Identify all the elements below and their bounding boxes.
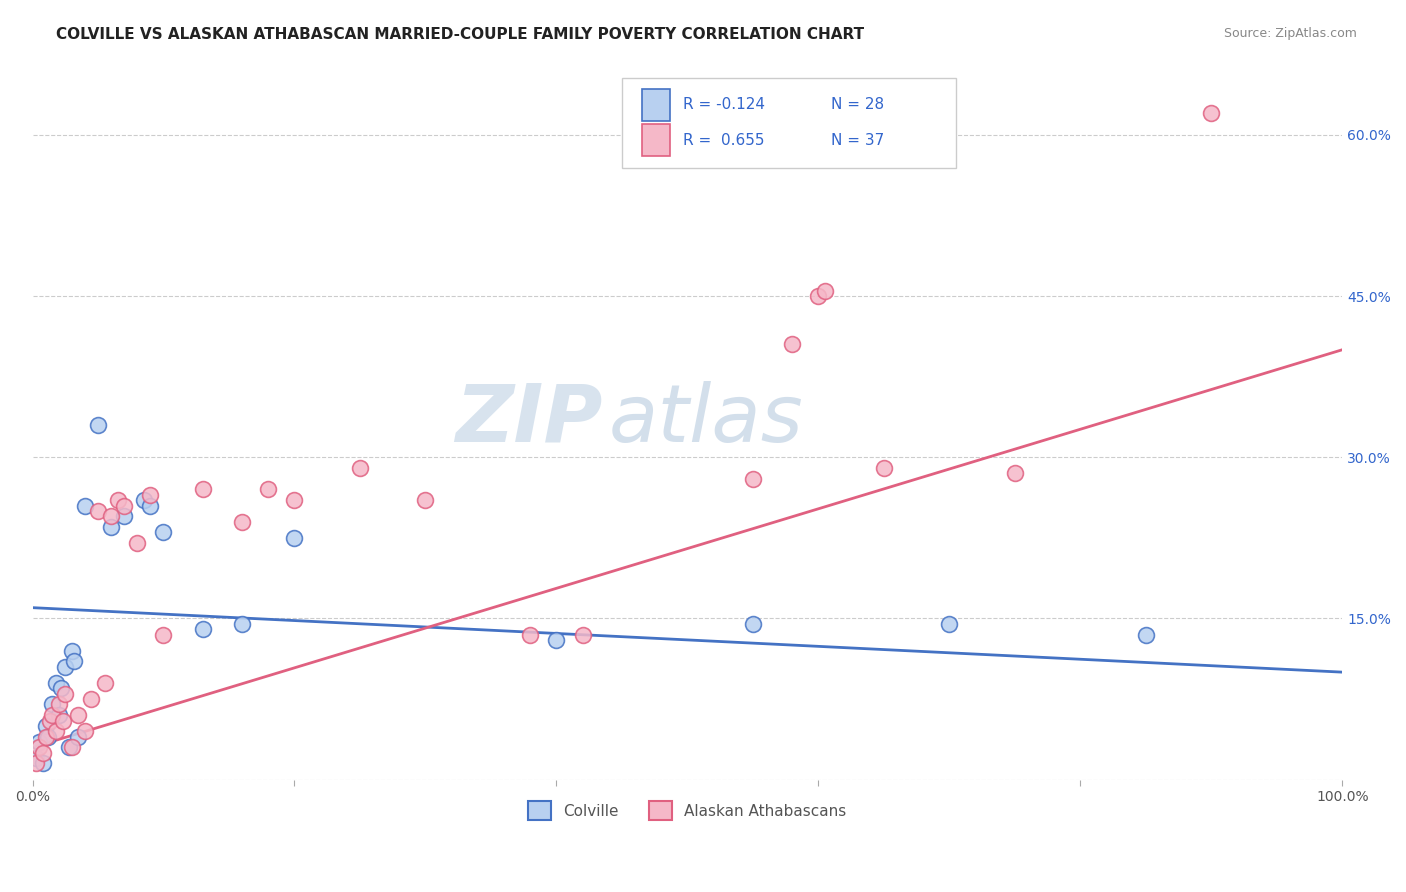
Text: N = 28: N = 28: [831, 97, 884, 112]
Point: [41, 708, 63, 723]
Point: [152, 525, 174, 540]
Point: [132, 493, 155, 508]
Point: [257, 483, 280, 497]
Point: [41, 698, 63, 712]
Point: [25, 751, 48, 765]
Point: [58, 740, 80, 755]
Point: [34, 730, 56, 744]
Point: [73, 724, 96, 739]
Point: [80, 692, 103, 706]
Text: Source: ZipAtlas.com: Source: ZipAtlas.com: [1223, 27, 1357, 40]
Point: [38, 714, 60, 728]
Point: [25, 756, 48, 771]
Point: [873, 461, 896, 475]
Text: ZIP: ZIP: [456, 381, 602, 458]
Point: [139, 499, 162, 513]
Point: [741, 616, 763, 631]
Point: [67, 708, 90, 723]
Point: [28, 740, 51, 755]
Point: [152, 627, 174, 641]
Point: [231, 616, 253, 631]
Point: [741, 472, 763, 486]
Point: [938, 616, 960, 631]
Point: [780, 337, 803, 351]
Point: [32, 756, 55, 771]
Point: [87, 417, 110, 432]
Point: [283, 493, 305, 508]
Text: COLVILLE VS ALASKAN ATHABASCAN MARRIED-COUPLE FAMILY POVERTY CORRELATION CHART: COLVILLE VS ALASKAN ATHABASCAN MARRIED-C…: [56, 27, 865, 42]
Point: [51, 681, 73, 696]
Point: [67, 730, 90, 744]
Point: [53, 687, 76, 701]
Point: [107, 493, 129, 508]
Point: [127, 536, 149, 550]
Point: [45, 724, 67, 739]
Point: [807, 289, 830, 303]
Point: [93, 676, 115, 690]
Point: [52, 714, 75, 728]
Text: R = -0.124: R = -0.124: [683, 97, 765, 112]
Point: [1201, 106, 1223, 120]
Point: [283, 531, 305, 545]
FancyBboxPatch shape: [641, 89, 671, 121]
FancyBboxPatch shape: [641, 124, 671, 156]
Point: [60, 643, 83, 657]
Point: [45, 676, 67, 690]
Point: [37, 730, 59, 744]
Point: [112, 509, 135, 524]
Point: [415, 493, 437, 508]
Point: [231, 515, 253, 529]
Point: [112, 499, 135, 513]
Point: [546, 632, 568, 647]
Point: [571, 627, 593, 641]
Text: N = 37: N = 37: [831, 133, 884, 148]
Point: [87, 504, 110, 518]
Point: [32, 746, 55, 760]
Point: [48, 708, 70, 723]
Point: [191, 483, 214, 497]
Point: [60, 740, 83, 755]
Point: [191, 622, 214, 636]
Point: [1135, 627, 1157, 641]
Point: [519, 627, 541, 641]
Point: [53, 659, 76, 673]
Point: [28, 735, 51, 749]
Point: [73, 499, 96, 513]
Point: [814, 284, 837, 298]
Point: [100, 520, 122, 534]
Point: [1004, 467, 1026, 481]
Point: [63, 654, 86, 668]
Point: [100, 509, 122, 524]
Text: R =  0.655: R = 0.655: [683, 133, 765, 148]
Point: [139, 488, 162, 502]
Point: [34, 719, 56, 733]
FancyBboxPatch shape: [621, 78, 956, 168]
Legend: Colville, Alaskan Athabascans: Colville, Alaskan Athabascans: [522, 795, 853, 826]
Text: atlas: atlas: [609, 381, 804, 458]
Point: [349, 461, 371, 475]
Point: [48, 698, 70, 712]
